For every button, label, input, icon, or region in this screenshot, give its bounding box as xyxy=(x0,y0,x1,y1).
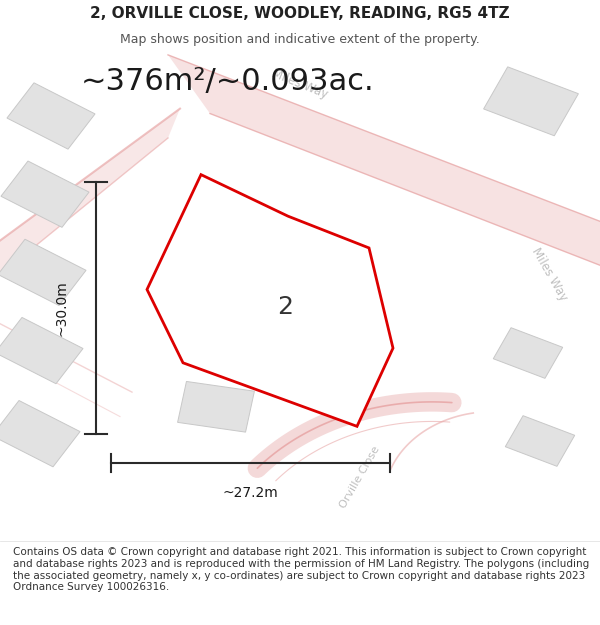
Polygon shape xyxy=(7,83,95,149)
Text: ~27.2m: ~27.2m xyxy=(223,486,278,501)
Text: ~376m²/~0.093ac.: ~376m²/~0.093ac. xyxy=(81,68,375,96)
Polygon shape xyxy=(0,239,86,306)
Polygon shape xyxy=(493,328,563,378)
Polygon shape xyxy=(196,321,272,371)
Polygon shape xyxy=(178,381,254,432)
Text: Miles Way: Miles Way xyxy=(529,246,569,304)
Text: Map shows position and indicative extent of the property.: Map shows position and indicative extent… xyxy=(120,32,480,46)
Text: ~30.0m: ~30.0m xyxy=(54,280,68,336)
Polygon shape xyxy=(0,401,80,467)
Polygon shape xyxy=(168,55,600,270)
Text: Orville Close: Orville Close xyxy=(338,445,382,511)
Polygon shape xyxy=(505,416,575,466)
Text: Contains OS data © Crown copyright and database right 2021. This information is : Contains OS data © Crown copyright and d… xyxy=(13,548,589,592)
Polygon shape xyxy=(211,259,287,310)
Polygon shape xyxy=(0,109,180,275)
Polygon shape xyxy=(147,174,393,426)
Polygon shape xyxy=(0,318,83,384)
Text: 2, ORVILLE CLOSE, WOODLEY, READING, RG5 4TZ: 2, ORVILLE CLOSE, WOODLEY, READING, RG5 … xyxy=(90,6,510,21)
Text: Miles Way: Miles Way xyxy=(270,67,330,101)
Polygon shape xyxy=(484,67,578,136)
Text: 2: 2 xyxy=(277,294,293,319)
Polygon shape xyxy=(1,161,89,228)
